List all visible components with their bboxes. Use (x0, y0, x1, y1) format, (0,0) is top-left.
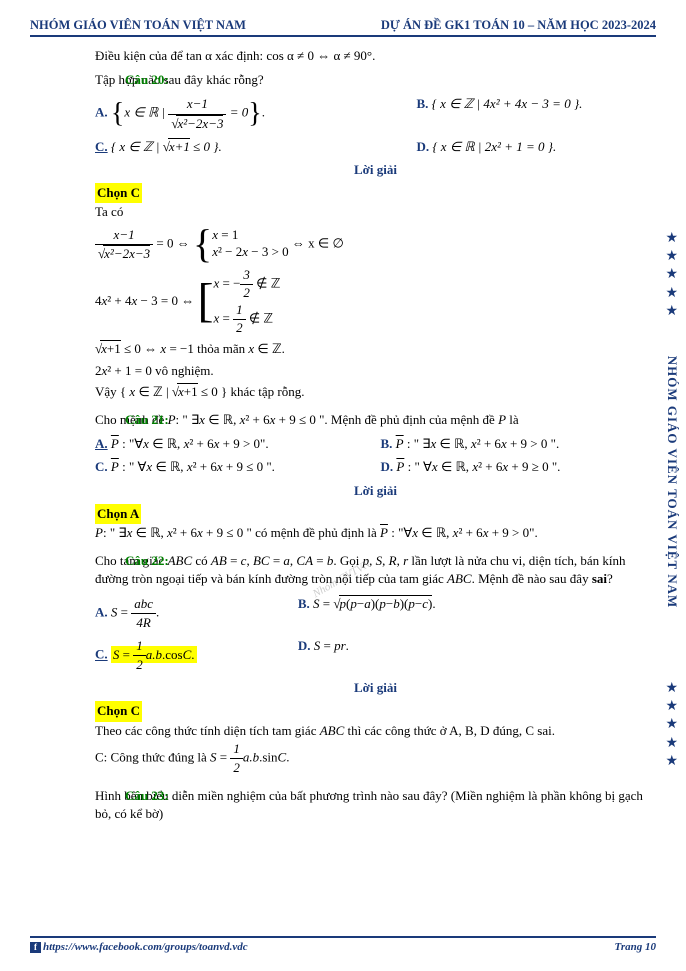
header-left: NHÓM GIÁO VIÊN TOÁN VIỆT NAM (30, 18, 246, 33)
q20-C: { x ∈ ℤ | x+1 ≤ 0 }. (111, 138, 222, 154)
q22-ans2: C: Công thức đúng là S = 12a.b.sinC. (95, 740, 656, 777)
q21-label: Câu 21: (125, 411, 169, 429)
q22-text: Cho tam giác ABC có AB = c, BC = a, CA =… (95, 553, 626, 586)
side-text: NHÓM GIÁO VIÊN TOÁN VIỆT NAM (664, 355, 680, 608)
q20-C-label: C. (95, 139, 108, 154)
q20-D: { x ∈ ℝ | 2x² + 1 = 0 }. (432, 139, 556, 154)
intro-text: Điều kiện của để tan α xác định: cos α ≠… (95, 48, 375, 63)
footer-left: fhttps://www.facebook.com/groups/toanvd.… (30, 941, 248, 953)
intro: Điều kiện của để tan α xác định: cos α ≠… (95, 47, 656, 65)
stars-top: ★★★★★ (665, 230, 678, 321)
q22-loigiai: Lời giải (95, 679, 656, 697)
q22-B-label: B. (298, 596, 310, 611)
q21-C-label: C. (95, 459, 108, 474)
footer: fhttps://www.facebook.com/groups/toanvd.… (30, 936, 656, 953)
stars-bottom: ★★★★★ (665, 680, 678, 771)
q23-text: Hình bên biểu diễn miền nghiệm của bất p… (95, 788, 643, 821)
q22-chon: Chọn C (95, 701, 142, 721)
q20-B: { x ∈ ℤ | 4x² + 4x − 3 = 0 }. (432, 96, 583, 111)
q22-ans1: Theo các công thức tính diện tích tam gi… (95, 722, 656, 740)
q22-A-label: A. (95, 604, 108, 619)
q21-ans: P: " ∃x ∈ ℝ, x² + 6x + 9 ≤ 0 " có mệnh đ… (95, 524, 656, 542)
q20-l1tail: ⇔ x ∈ ∅ (292, 235, 344, 250)
q22-C-label: C. (95, 647, 108, 662)
q22-D-label: D. (298, 638, 311, 653)
q21-chon: Chọn A (95, 504, 141, 524)
q20-chon: Chọn C (95, 183, 142, 203)
q23-label: Câu 23: (125, 787, 169, 805)
q21-B-label: B. (381, 436, 393, 451)
page: NHÓM GIÁO VIÊN TOÁN VIỆT NAM DỰ ÁN ĐỀ GK… (0, 0, 686, 963)
content: Điều kiện của để tan α xác định: cos α ≠… (30, 47, 656, 824)
header: NHÓM GIÁO VIÊN TOÁN VIỆT NAM DỰ ÁN ĐỀ GK… (30, 18, 656, 37)
q20-loigiai: Lời giải (95, 161, 656, 179)
q20-l4: 2x² + 1 = 0 vô nghiệm. (95, 362, 656, 380)
footer-url: https://www.facebook.com/groups/toanvd.v… (43, 941, 248, 953)
q20-l2head: 4x² + 4x − 3 = 0 ⇔ (95, 293, 197, 308)
q21-A-label: A. (95, 436, 108, 451)
q20-D-label: D. (416, 139, 429, 154)
footer-right: Trang 10 (615, 941, 656, 953)
q20-B-label: B. (416, 96, 428, 111)
q22-label: Câu 22: (125, 552, 169, 570)
q21-loigiai: Lời giải (95, 482, 656, 500)
q20-taco: Ta có (95, 203, 656, 221)
header-right: DỰ ÁN ĐỀ GK1 TOÁN 10 – NĂM HỌC 2023-2024 (381, 18, 656, 33)
q20-vay: Vậy (95, 384, 120, 399)
q21-D-label: D. (381, 459, 394, 474)
q20-label: Câu 20: (125, 71, 169, 89)
facebook-icon: f (30, 942, 41, 953)
q20-A-label: A. (95, 105, 108, 120)
q20-text: Tập hợp nào sau đây khác rỗng? (95, 72, 264, 87)
